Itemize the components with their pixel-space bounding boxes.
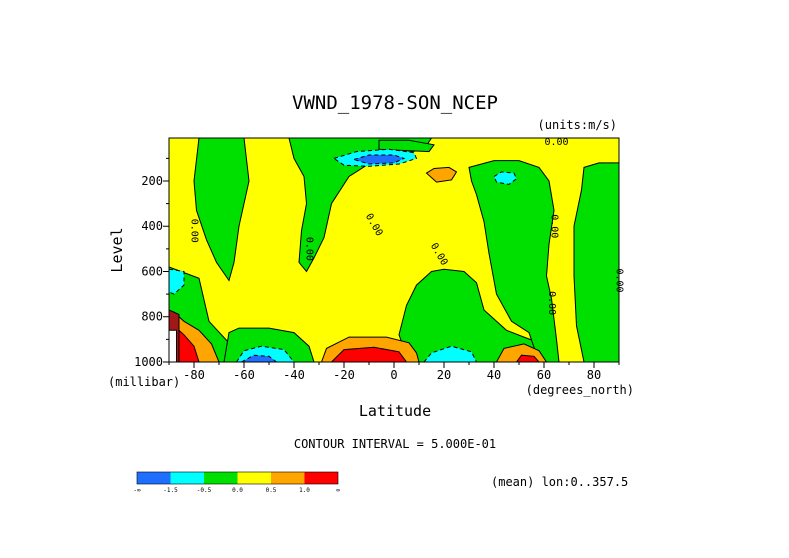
legend-label: 1.0 <box>299 487 310 494</box>
contour-region-21 <box>330 346 408 362</box>
y-axis: 200 400 600 800 1000 <box>134 157 169 369</box>
legend-label: -∞ <box>133 487 141 494</box>
contour-label-5: 0.00 <box>546 291 557 315</box>
contour-region-16 <box>425 166 458 183</box>
x-tick-label: -60 <box>233 368 255 382</box>
contour-region-11 <box>169 268 185 295</box>
contour-region-22 <box>515 354 540 362</box>
x-axis-label: Latitude <box>359 402 431 420</box>
contour-label-0: 0.00 <box>189 219 200 243</box>
contour-region-2 <box>193 138 250 282</box>
legend-swatch <box>237 472 271 484</box>
chart-title: VWND_1978-SON_NCEP <box>292 92 498 114</box>
legend-label: -1.5 <box>163 487 178 494</box>
contour-region-10 <box>493 171 518 185</box>
y-axis-units: (millibar) <box>108 375 180 389</box>
y-axis-label: Level <box>108 227 126 272</box>
x-tick-label: 20 <box>437 368 451 382</box>
x-tick-label: 60 <box>537 368 551 382</box>
legend-swatch <box>137 472 171 484</box>
y-tick-label: 800 <box>141 310 163 324</box>
legend-label: 0.5 <box>266 487 277 494</box>
x-tick-label: 80 <box>587 368 601 382</box>
legend-swatch <box>304 472 338 484</box>
x-axis-units: (degrees_north) <box>526 383 634 397</box>
x-axis: -80 -60 -40 -20 0 20 40 60 80 <box>168 362 620 382</box>
legend-swatch <box>204 472 238 484</box>
mean-longitude-text: (mean) lon:0..357.5 <box>491 475 628 489</box>
legend-swatch <box>170 472 204 484</box>
legend-swatch <box>271 472 305 484</box>
contour-region-7 <box>468 160 560 362</box>
contour-region-15 <box>241 354 278 362</box>
x-tick-label: 40 <box>487 368 501 382</box>
legend-frame <box>136 471 339 485</box>
legend-label: -0.5 <box>197 487 212 494</box>
y-tick-label: 1000 <box>134 355 163 369</box>
y-tick-label: 400 <box>141 219 163 233</box>
contour-region-8 <box>573 162 619 362</box>
y-tick-label: 200 <box>141 174 163 188</box>
x-tick-label: 0 <box>390 368 397 382</box>
legend-label: 0.0 <box>232 487 243 494</box>
x-tick-label: -20 <box>333 368 355 382</box>
x-tick-label: -80 <box>183 368 205 382</box>
contour-interval-text: CONTOUR INTERVAL = 5.000E-01 <box>294 437 496 451</box>
color-legend: -∞ -1.5 -0.5 0.0 0.5 1.0 ∞ <box>133 471 340 494</box>
contour-label-4: 0.00 <box>549 214 560 238</box>
contour-region-13 <box>423 345 478 362</box>
x-tick-label: -40 <box>283 368 305 382</box>
contour-region-4 <box>288 138 433 273</box>
contour-region-5 <box>378 139 435 153</box>
contour-region-24 <box>169 329 177 362</box>
units-label: (units:m/s) <box>538 118 617 132</box>
y-tick-label: 600 <box>141 264 163 278</box>
legend-label: ∞ <box>336 487 340 494</box>
contour-label-1: 0.00 <box>304 237 315 261</box>
contour-region-14 <box>352 154 406 165</box>
contour-label-7: 0.00 <box>544 137 568 148</box>
plot-area <box>169 138 619 362</box>
